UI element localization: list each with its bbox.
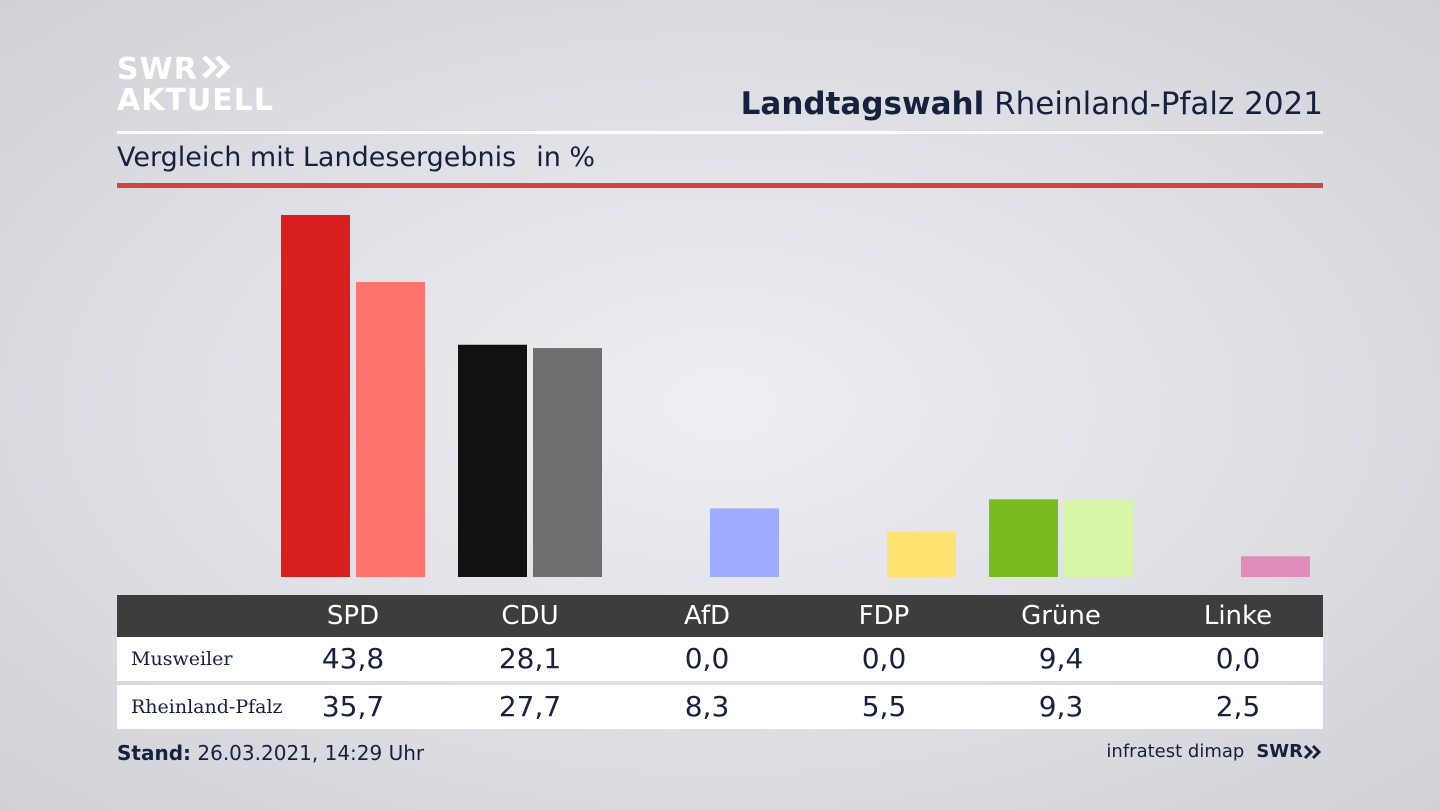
title-rest: Rheinland-Pfalz 2021 [994, 86, 1323, 122]
footer-swr-logo: SWR [1256, 741, 1323, 762]
timestamp: Stand: 26.03.2021, 14:29 Uhr [117, 741, 424, 765]
column-header: Grüne [1021, 601, 1101, 631]
accent-divider [117, 183, 1323, 188]
data-label: 43,8 [321, 642, 385, 675]
column-header: SPD [326, 601, 380, 631]
data-label: 27,7 [498, 690, 562, 723]
bar-afd-state [710, 508, 779, 577]
data-label: 28,1 [498, 642, 562, 675]
bar-spd-state [356, 281, 425, 577]
bar-grne-local [989, 499, 1058, 577]
column-header: AfD [683, 601, 731, 631]
source-credit: infratest dimap SWR [1106, 741, 1323, 762]
bar-cdu-local [458, 344, 527, 577]
data-label: 0,0 [861, 642, 907, 675]
footer-brand: SWR [1256, 741, 1303, 762]
data-label: 0,0 [1215, 642, 1261, 675]
bar-grne-state [1064, 500, 1133, 577]
logo-line1: SWR [117, 52, 198, 87]
bar-spd-local [281, 215, 350, 577]
subtitle-unit: in % [536, 142, 596, 173]
bar-chart [281, 215, 1310, 577]
data-label: 35,7 [321, 690, 385, 723]
header-divider [117, 131, 1323, 134]
column-header: FDP [858, 601, 910, 631]
table-row: Musweiler 43,8 28,1 0,0 0,0 9,4 0,0 [117, 637, 1323, 681]
results-table: SPD CDU AfD FDP Grüne Linke Musweiler 43,8 28,… [117, 595, 1323, 729]
bar-fdp-state [887, 531, 956, 577]
row-label: Musweiler [131, 648, 233, 670]
stand-value: 26.03.2021, 14:29 Uhr [197, 741, 425, 765]
source-text: infratest dimap [1106, 741, 1245, 762]
table-row: Rheinland-Pfalz 35,7 27,7 8,3 5,5 9,3 2,5 [117, 685, 1323, 729]
data-label: 0,0 [684, 642, 730, 675]
bar-linke-state [1241, 556, 1310, 577]
column-header: Linke [1203, 601, 1273, 631]
data-label: 5,5 [861, 690, 907, 723]
chart-title: Landtagswahl Rheinland-Pfalz 2021 [741, 86, 1323, 122]
double-chevron-right-icon [1303, 744, 1322, 759]
bar-cdu-state [533, 348, 602, 577]
row-label: Rheinland-Pfalz [131, 696, 283, 718]
logo-line2: AKTUELL [117, 83, 275, 118]
column-header: CDU [501, 601, 559, 631]
chart-subtitle: Vergleich mit Landesergebnis in % [117, 142, 595, 173]
data-label: 9,3 [1038, 690, 1084, 723]
table-header: SPD CDU AfD FDP Grüne Linke [117, 595, 1323, 637]
title-bold: Landtagswahl [740, 86, 985, 122]
double-chevron-right-icon [202, 54, 232, 85]
data-label: 2,5 [1215, 690, 1261, 723]
data-label: 9,4 [1038, 642, 1084, 675]
subtitle-text: Vergleich mit Landesergebnis [117, 142, 517, 173]
stand-label: Stand: [117, 741, 192, 765]
swr-aktuell-logo: SWR AKTUELL [117, 54, 274, 116]
data-label: 8,3 [684, 690, 730, 723]
